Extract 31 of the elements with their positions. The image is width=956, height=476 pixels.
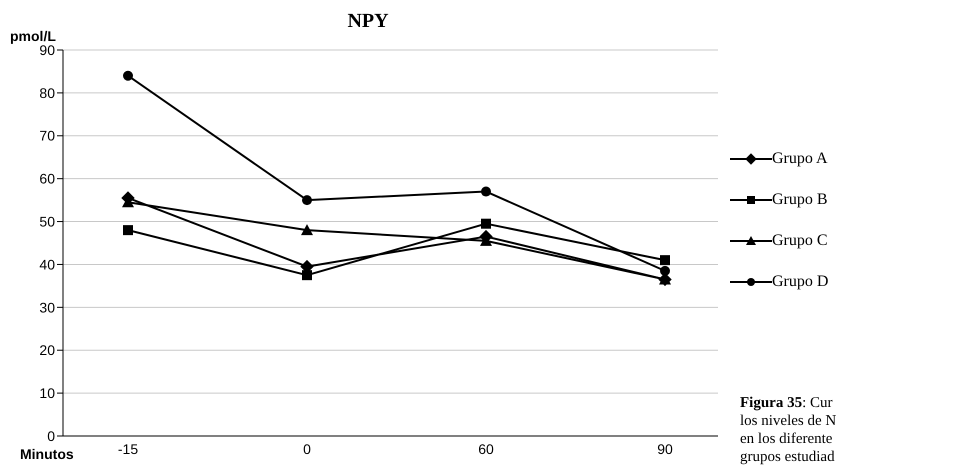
y-tick-label: 0 bbox=[47, 428, 56, 444]
x-tick-label: 90 bbox=[657, 440, 673, 457]
y-tick-label: 50 bbox=[39, 214, 56, 230]
legend-label: Grupo A bbox=[772, 150, 828, 168]
point bbox=[660, 266, 670, 276]
y-tick-label: 20 bbox=[39, 342, 56, 358]
x-tick-label: 60 bbox=[478, 440, 494, 457]
legend-label: Grupo D bbox=[772, 272, 828, 290]
point bbox=[123, 70, 133, 81]
point bbox=[301, 224, 313, 236]
y-tick-label: 10 bbox=[39, 385, 56, 402]
legend-label: Grupo B bbox=[772, 190, 828, 208]
text: Figura 35: Cur los niveles de N en los diferente grupos estudiad bbox=[740, 394, 836, 466]
y-tick-label: 80 bbox=[39, 84, 56, 101]
y-tick-label: 40 bbox=[39, 256, 56, 272]
point bbox=[481, 186, 491, 197]
x-tick-label: -15 bbox=[118, 440, 138, 457]
y-axis-title: pmol/L bbox=[10, 28, 56, 44]
x-tick-label: 0 bbox=[303, 440, 312, 457]
point bbox=[123, 225, 133, 236]
x-axis-title: Minutos bbox=[20, 446, 74, 462]
point bbox=[302, 195, 312, 206]
point bbox=[481, 218, 491, 229]
point bbox=[660, 255, 670, 266]
y-tick-label: 70 bbox=[39, 128, 56, 144]
y-tick-label: 90 bbox=[39, 42, 56, 58]
y-tick-label: 30 bbox=[39, 299, 56, 316]
y-tick-label: 60 bbox=[39, 170, 56, 187]
chart-title: NPY bbox=[347, 10, 389, 32]
legend-label: Grupo C bbox=[772, 232, 828, 250]
point bbox=[302, 270, 312, 280]
